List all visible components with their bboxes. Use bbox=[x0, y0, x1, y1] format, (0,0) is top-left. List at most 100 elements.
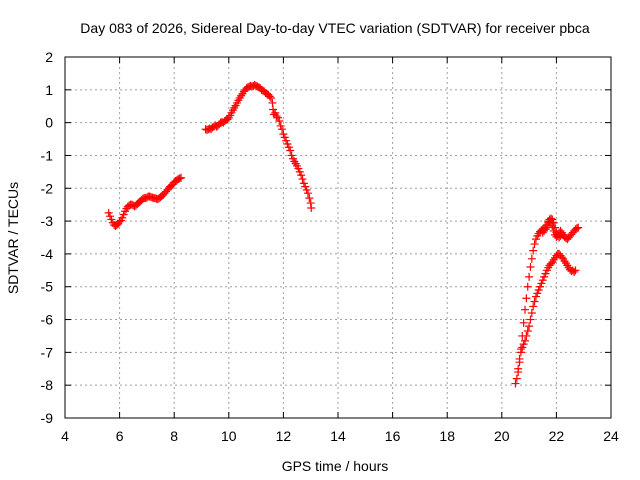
x-tick-label: 22 bbox=[549, 428, 565, 444]
data-point bbox=[299, 179, 308, 188]
data-point bbox=[549, 255, 558, 264]
data-point bbox=[512, 374, 521, 383]
y-tick-label: 1 bbox=[45, 82, 53, 98]
data-point bbox=[541, 269, 550, 278]
data-point bbox=[549, 218, 558, 227]
data-point bbox=[272, 112, 281, 121]
data-point bbox=[531, 292, 540, 301]
chart-title: Day 083 of 2026, Sidereal Day-to-day VTE… bbox=[80, 20, 590, 36]
x-tick-label: 10 bbox=[221, 428, 237, 444]
y-tick-label: -4 bbox=[41, 246, 54, 262]
data-point bbox=[307, 203, 316, 212]
data-point bbox=[526, 263, 535, 272]
x-axis-label: GPS time / hours bbox=[282, 458, 389, 474]
data-point bbox=[526, 315, 535, 324]
data-point bbox=[537, 279, 546, 288]
data-point bbox=[530, 297, 539, 306]
x-tick-label: 20 bbox=[494, 428, 510, 444]
data-point bbox=[305, 194, 314, 203]
data-point bbox=[518, 331, 527, 340]
data-series bbox=[201, 80, 316, 212]
data-point bbox=[540, 272, 549, 281]
data-point bbox=[177, 173, 186, 182]
data-point bbox=[519, 318, 528, 327]
data-point bbox=[533, 289, 542, 298]
data-point bbox=[572, 224, 581, 233]
data-point bbox=[282, 136, 291, 145]
data-point bbox=[295, 167, 304, 176]
data-point bbox=[298, 175, 307, 184]
data-point bbox=[511, 379, 520, 388]
data-point bbox=[542, 223, 551, 232]
x-tick-label: 6 bbox=[116, 428, 124, 444]
data-point bbox=[271, 108, 280, 117]
data-point bbox=[538, 276, 547, 285]
y-tick-labels: 2 1 0 -1 -2 -3 -4 -5 -6 -7 -8 -9 bbox=[41, 49, 54, 426]
data-point bbox=[237, 91, 246, 100]
data-point bbox=[529, 246, 538, 255]
data-point bbox=[521, 336, 530, 345]
data-point bbox=[551, 223, 560, 232]
data-point bbox=[515, 358, 524, 367]
data-point bbox=[527, 308, 536, 317]
data-point bbox=[530, 240, 539, 249]
data-series bbox=[511, 249, 580, 388]
y-tick-label: -6 bbox=[41, 312, 54, 328]
data-point bbox=[118, 213, 127, 222]
data-point bbox=[302, 185, 311, 194]
data-point bbox=[525, 272, 534, 281]
y-tick-label: -5 bbox=[41, 279, 54, 295]
data-point bbox=[297, 171, 306, 180]
data-series bbox=[538, 214, 566, 242]
data-point bbox=[519, 340, 528, 349]
y-axis-label: SDTVAR / TECUs bbox=[5, 182, 21, 294]
data-point bbox=[265, 92, 274, 101]
data-point bbox=[531, 235, 540, 244]
data-point bbox=[518, 343, 527, 352]
data-point bbox=[119, 210, 128, 219]
y-tick-label: 2 bbox=[45, 49, 53, 65]
data-point bbox=[275, 116, 284, 125]
data-point bbox=[560, 257, 569, 266]
y-tick-label: -7 bbox=[41, 344, 54, 360]
data-point bbox=[529, 302, 538, 311]
data-point bbox=[574, 223, 583, 232]
y-tick-label: -8 bbox=[41, 377, 54, 393]
data-points bbox=[104, 80, 583, 388]
x-tick-label: 4 bbox=[61, 428, 69, 444]
data-point bbox=[303, 189, 312, 198]
gridlines bbox=[65, 57, 611, 418]
y-tick-label: -3 bbox=[41, 213, 54, 229]
data-point bbox=[107, 215, 116, 224]
data-point bbox=[104, 208, 113, 217]
data-point bbox=[571, 266, 580, 275]
data-point bbox=[527, 254, 536, 263]
data-point bbox=[523, 282, 532, 291]
x-tick-label: 12 bbox=[276, 428, 292, 444]
data-point bbox=[106, 212, 115, 221]
x-tick-label: 18 bbox=[439, 428, 455, 444]
data-point bbox=[273, 113, 282, 122]
data-point bbox=[175, 174, 184, 183]
x-tick-label: 24 bbox=[603, 428, 619, 444]
y-tick-label: -9 bbox=[41, 410, 54, 426]
data-point bbox=[522, 294, 531, 303]
data-point bbox=[267, 94, 276, 103]
data-point bbox=[283, 139, 292, 148]
data-point bbox=[557, 230, 566, 239]
data-point bbox=[525, 322, 534, 331]
x-tick-labels: 4 6 8 10 12 14 16 18 20 22 24 bbox=[61, 428, 619, 444]
data-series bbox=[514, 217, 583, 377]
y-tick-label: 0 bbox=[45, 115, 53, 131]
data-point bbox=[284, 143, 293, 152]
data-point bbox=[570, 267, 579, 276]
data-point bbox=[301, 182, 310, 191]
x-tick-label: 16 bbox=[385, 428, 401, 444]
data-point bbox=[279, 130, 288, 139]
data-point bbox=[514, 368, 523, 377]
data-point bbox=[276, 121, 285, 130]
data-point bbox=[286, 146, 295, 155]
data-point bbox=[278, 125, 287, 134]
data-point bbox=[294, 164, 303, 173]
data-point bbox=[523, 327, 532, 336]
